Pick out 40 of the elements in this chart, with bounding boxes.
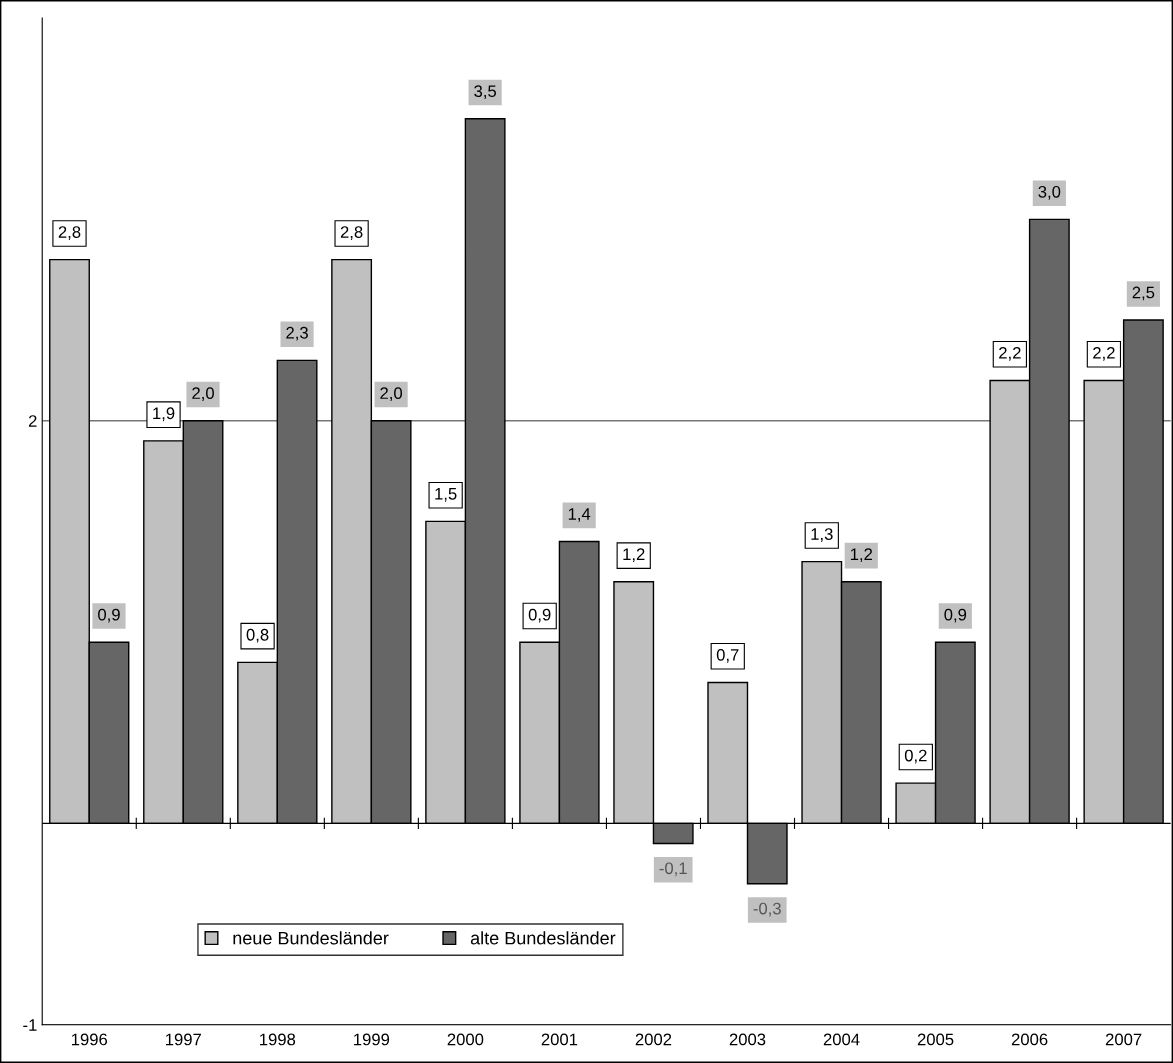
- data-label: 0,9: [944, 608, 967, 623]
- x-tick-label: 1998: [260, 1033, 296, 1046]
- x-tick-label: 2002: [635, 1033, 672, 1046]
- data-label: 2,0: [192, 387, 214, 401]
- data-label: 2,2: [999, 346, 1021, 361]
- x-tick-label: 2005: [917, 1033, 954, 1046]
- data-label: -0,3: [753, 902, 781, 917]
- data-label: 2,3: [286, 326, 308, 341]
- x-tick-label: 2007: [1105, 1033, 1142, 1046]
- data-label: 0,7: [716, 648, 739, 663]
- x-tick-label: 1996: [71, 1033, 108, 1046]
- legend-label: neue Bundesländer: [233, 931, 389, 945]
- x-tick-label: 2001: [541, 1033, 578, 1046]
- data-label: 1,2: [623, 548, 645, 563]
- data-label: 2,8: [58, 226, 81, 240]
- data-label: 1,3: [811, 528, 833, 542]
- y-tick-label: 2: [28, 415, 37, 427]
- x-tick-label: 2003: [729, 1033, 766, 1046]
- data-label: 1,9: [153, 407, 175, 422]
- data-label: 2,0: [380, 387, 403, 401]
- legend-label: alte Bundesländer: [470, 931, 616, 945]
- data-label: 0,9: [528, 608, 551, 623]
- y-tick-label: -1: [23, 1019, 37, 1031]
- data-label: 1,4: [568, 508, 591, 522]
- data-label: 1,2: [850, 548, 873, 563]
- data-label: 2,2: [1093, 346, 1115, 361]
- data-label: 2,8: [340, 226, 363, 240]
- data-label: 3,5: [474, 85, 497, 100]
- x-tick-label: 2000: [447, 1033, 484, 1046]
- x-tick-label: 2004: [823, 1033, 860, 1046]
- data-label: 3,0: [1038, 185, 1061, 200]
- data-label: 0,2: [904, 749, 927, 764]
- x-tick-label: 1997: [166, 1033, 201, 1046]
- data-label: 2,5: [1132, 286, 1155, 301]
- x-tick-label: 2006: [1011, 1033, 1048, 1046]
- data-label: 0,9: [98, 608, 120, 623]
- data-label: 0,8: [246, 628, 269, 643]
- x-tick-label: 1999: [354, 1033, 390, 1046]
- data-label: -0,1: [659, 862, 687, 877]
- data-label: 1,5: [435, 488, 457, 502]
